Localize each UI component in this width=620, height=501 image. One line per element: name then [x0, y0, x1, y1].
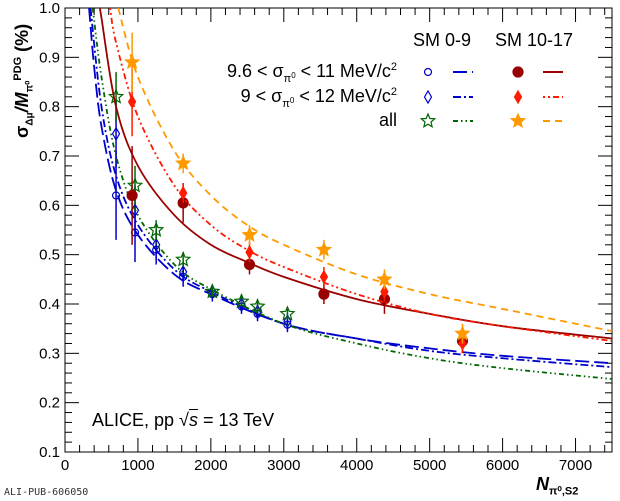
data-point	[174, 251, 192, 267]
x-tick-label: 0	[61, 457, 69, 474]
fit-curve	[89, 8, 612, 369]
legend-sup: 2	[390, 86, 397, 98]
data-point	[126, 177, 144, 193]
annotation-text: = 13 TeV	[197, 410, 275, 430]
y-tick-label: 0.6	[39, 197, 60, 214]
fit-curve	[98, 8, 612, 340]
data-point	[319, 269, 329, 285]
annotation-text: ALICE, pp	[92, 410, 180, 430]
ylabel-post: (%)	[12, 23, 32, 57]
y-tick-label: 1.0	[39, 0, 60, 17]
data-point	[107, 88, 125, 104]
sqrt-symbol: √	[179, 410, 189, 430]
legend-subsup: 0	[289, 96, 295, 105]
fit-curve	[117, 8, 612, 333]
x-axis-label: Nπ⁰,S2	[536, 474, 578, 498]
legend-row-label: 9 < σπ0 < 12 MeV/c2	[241, 86, 397, 110]
data-point	[111, 191, 121, 200]
data-point	[237, 296, 246, 312]
data-point	[376, 270, 393, 287]
fit-curve	[88, 8, 612, 365]
legend-marker	[423, 67, 433, 77]
legend-marker	[419, 112, 437, 128]
legend-row-label: 9.6 < σπ0 < 11 MeV/c2	[227, 61, 397, 85]
xlabel-main: N	[536, 474, 549, 494]
ylabel-sub2: π⁰	[24, 80, 36, 93]
fit-curve	[91, 8, 612, 380]
xlabel-sub: π⁰,S2	[549, 485, 579, 498]
legend-marker	[423, 89, 433, 105]
legend-header-sm0-9: SM 0-9	[413, 30, 472, 50]
data-point	[245, 245, 254, 260]
y-tick-label: 0.9	[39, 49, 60, 66]
data-point	[241, 226, 258, 242]
y-tick-label: 0.4	[39, 296, 60, 313]
data-point	[233, 292, 250, 309]
legend-sup: 2	[390, 61, 397, 73]
data-point	[151, 237, 161, 252]
alice-annotation: ALICE, pp √s = 13 TeV	[92, 410, 274, 431]
data-point	[174, 154, 192, 171]
ylabel-mid: /M	[12, 92, 32, 113]
x-tick-label: 1000	[121, 457, 154, 474]
legend-sub: π	[282, 98, 290, 110]
x-tick-label: 3000	[267, 457, 300, 474]
data-point	[380, 284, 389, 299]
data-point	[253, 304, 262, 319]
data-point	[147, 221, 165, 237]
publication-id: ALI-PUB-606050	[4, 487, 89, 498]
x-tick-label: 6000	[486, 457, 519, 474]
fit-curve	[109, 8, 612, 342]
data-point	[204, 283, 221, 299]
legend-marker	[512, 66, 524, 78]
data-point	[315, 241, 333, 257]
data-point	[126, 189, 138, 202]
data-point	[249, 297, 266, 314]
ylabel-sub: Δμ	[24, 112, 36, 126]
ylabel-main: σ	[12, 125, 32, 138]
data-point	[318, 288, 330, 300]
data-point	[178, 264, 188, 280]
data-point	[279, 305, 296, 321]
legend-marker	[509, 112, 527, 128]
data-point	[283, 314, 292, 329]
legend-text: < 12 MeV/c	[294, 86, 391, 106]
legend-text: 9.6 < σ	[226, 61, 284, 81]
plot-frame	[64, 7, 613, 453]
data-point	[111, 126, 121, 141]
data-point	[127, 94, 137, 109]
legend-text: 9 < σ	[240, 86, 283, 106]
legend-text: < 11 MeV/c	[295, 61, 391, 81]
data-point	[454, 325, 471, 341]
x-tick-label: 2000	[194, 457, 227, 474]
y-tick-label: 0.5	[39, 247, 60, 264]
legend-header-sm10-17: SM 10-17	[495, 30, 574, 50]
y-tick-label: 0.2	[39, 395, 60, 412]
y-axis-label: σΔμ/Mπ⁰PDG (%)	[12, 24, 36, 138]
x-tick-label: 5000	[413, 457, 446, 474]
y-tick-label: 0.7	[39, 148, 60, 165]
legend-subsup: 0	[291, 71, 296, 80]
plot-content	[88, 8, 612, 380]
data-point	[123, 53, 141, 70]
legend-marker	[513, 89, 523, 105]
annotation-s: s	[188, 410, 198, 430]
legend-text: all	[378, 110, 397, 130]
x-tick-label: 4000	[340, 457, 373, 474]
ylabel-sup: PDG	[12, 56, 24, 81]
legend-sub: π	[283, 73, 292, 85]
y-tick-label: 0.8	[39, 99, 60, 116]
x-tick-label: 7000	[559, 457, 592, 474]
data-point	[178, 185, 188, 201]
y-tick-label: 0.3	[39, 345, 60, 362]
y-tick-label: 0.1	[39, 444, 60, 461]
legend-row-label: all	[379, 110, 397, 131]
